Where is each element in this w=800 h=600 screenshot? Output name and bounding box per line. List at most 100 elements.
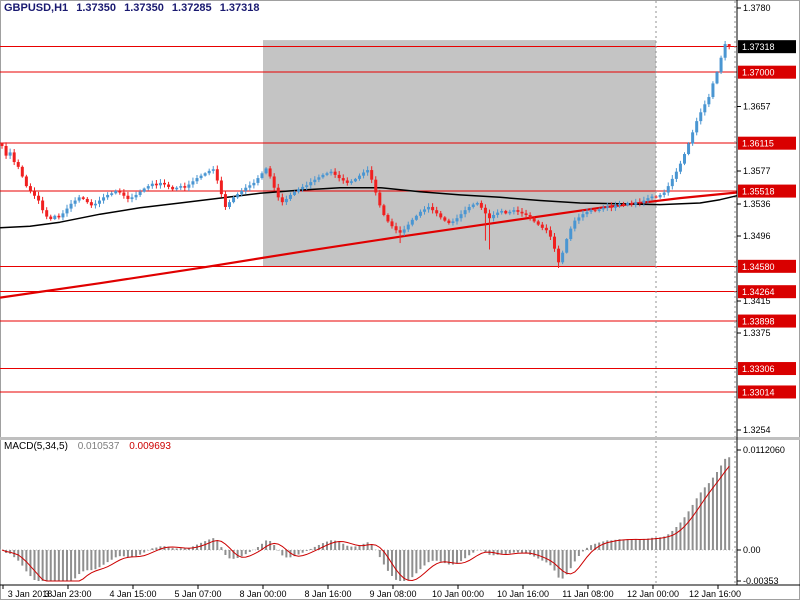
candle-body (317, 177, 321, 180)
candle-body (366, 170, 370, 173)
macd-axis-label: 0.00 (743, 545, 761, 555)
candle-body (402, 229, 406, 233)
candle-body (577, 217, 581, 221)
candle-body (418, 211, 422, 216)
candle-body (394, 226, 398, 231)
candle-body (565, 239, 569, 253)
candle-body (524, 213, 528, 215)
candle-body (557, 248, 561, 263)
candle-body (687, 143, 691, 155)
bid-price-label-box (738, 40, 796, 54)
candle-body (528, 214, 532, 219)
candle-body (459, 214, 463, 219)
price-level-label-box (738, 314, 796, 328)
candle-body (203, 173, 207, 176)
candle-body (199, 175, 203, 179)
candle-body (544, 227, 548, 231)
candle-body (248, 185, 252, 188)
candle-body (61, 213, 65, 218)
candle-body (398, 230, 402, 233)
candle-body (540, 224, 544, 228)
x-axis-label: 12 Jan 16:00 (689, 589, 741, 599)
price-level-label-box (738, 285, 796, 299)
candle-body (57, 215, 61, 218)
candle-body (49, 216, 53, 219)
price-level-label-box (738, 259, 796, 273)
candle-body (215, 169, 219, 181)
price-level-label-box (738, 65, 796, 79)
y-axis-tick-label: 1.3415 (743, 296, 771, 306)
candle-body (228, 202, 231, 207)
candle-body (175, 187, 179, 190)
x-axis-label: 10 Jan 16:00 (497, 589, 549, 599)
candle-body (28, 186, 32, 191)
candle-body (69, 203, 73, 209)
candle-body (532, 218, 536, 222)
x-axis-label: 9 Jan 08:00 (369, 589, 416, 599)
candle-body (609, 206, 613, 208)
candle-body (414, 215, 418, 220)
candle-body (102, 197, 106, 201)
candle-body (435, 210, 439, 214)
candle-body (179, 186, 183, 188)
candle-body (333, 171, 337, 175)
candle-body (24, 176, 28, 187)
candle-body (272, 176, 276, 188)
candle-body (613, 205, 617, 208)
y-axis-tick-label: 1.3496 (743, 231, 771, 241)
candle-body (353, 178, 357, 182)
consolidation-zone-rect (263, 40, 656, 267)
bid-price-label: 1.37318 (742, 42, 775, 52)
candle-body (630, 202, 634, 205)
candle-body (167, 184, 171, 187)
candle-body (703, 104, 707, 113)
candle-body (479, 202, 483, 208)
candle-body (20, 166, 24, 177)
candle-body (715, 72, 719, 84)
candle-body (678, 163, 682, 172)
candle-body (325, 173, 329, 175)
y-axis-tick-label: 1.3577 (743, 166, 771, 176)
price-level-label: 1.34580 (742, 262, 775, 272)
candle-body (280, 197, 284, 203)
ma-line-black (0, 186, 738, 229)
candle-body (666, 186, 670, 193)
candle-body (471, 204, 475, 207)
candle-body (211, 169, 215, 171)
candle-body (297, 189, 301, 192)
candle-body (646, 198, 650, 201)
x-axis-label: 11 Jan 08:00 (562, 589, 613, 599)
candle-body (12, 152, 16, 163)
candle-body (536, 221, 540, 225)
candle-body (439, 213, 443, 218)
price-level-label: 1.33014 (742, 387, 775, 397)
candle-body (313, 179, 317, 183)
candle-body (622, 203, 626, 206)
candle-body (309, 182, 313, 186)
candle-body (691, 132, 695, 144)
candle-body (707, 97, 711, 105)
candle-body (73, 200, 77, 204)
candle-body (89, 202, 93, 206)
candle-body (284, 198, 288, 203)
candle-body (301, 186, 305, 190)
candle-body (341, 178, 345, 181)
candle-body (488, 213, 491, 219)
candle-body (77, 197, 81, 201)
price-level-label-box (738, 184, 796, 198)
candle-body (378, 192, 382, 206)
candle-body (126, 195, 130, 199)
candle-body (236, 194, 240, 198)
candle-body (349, 181, 353, 183)
candle-body (512, 210, 516, 212)
candle-body (601, 207, 605, 210)
candle-body (581, 214, 585, 218)
candle-body (548, 230, 552, 237)
candle-body (589, 210, 593, 212)
candle-body (264, 168, 268, 174)
candle-body (81, 197, 85, 199)
macd-axis-label: 0.0112060 (743, 445, 785, 455)
candle-body (597, 209, 601, 211)
